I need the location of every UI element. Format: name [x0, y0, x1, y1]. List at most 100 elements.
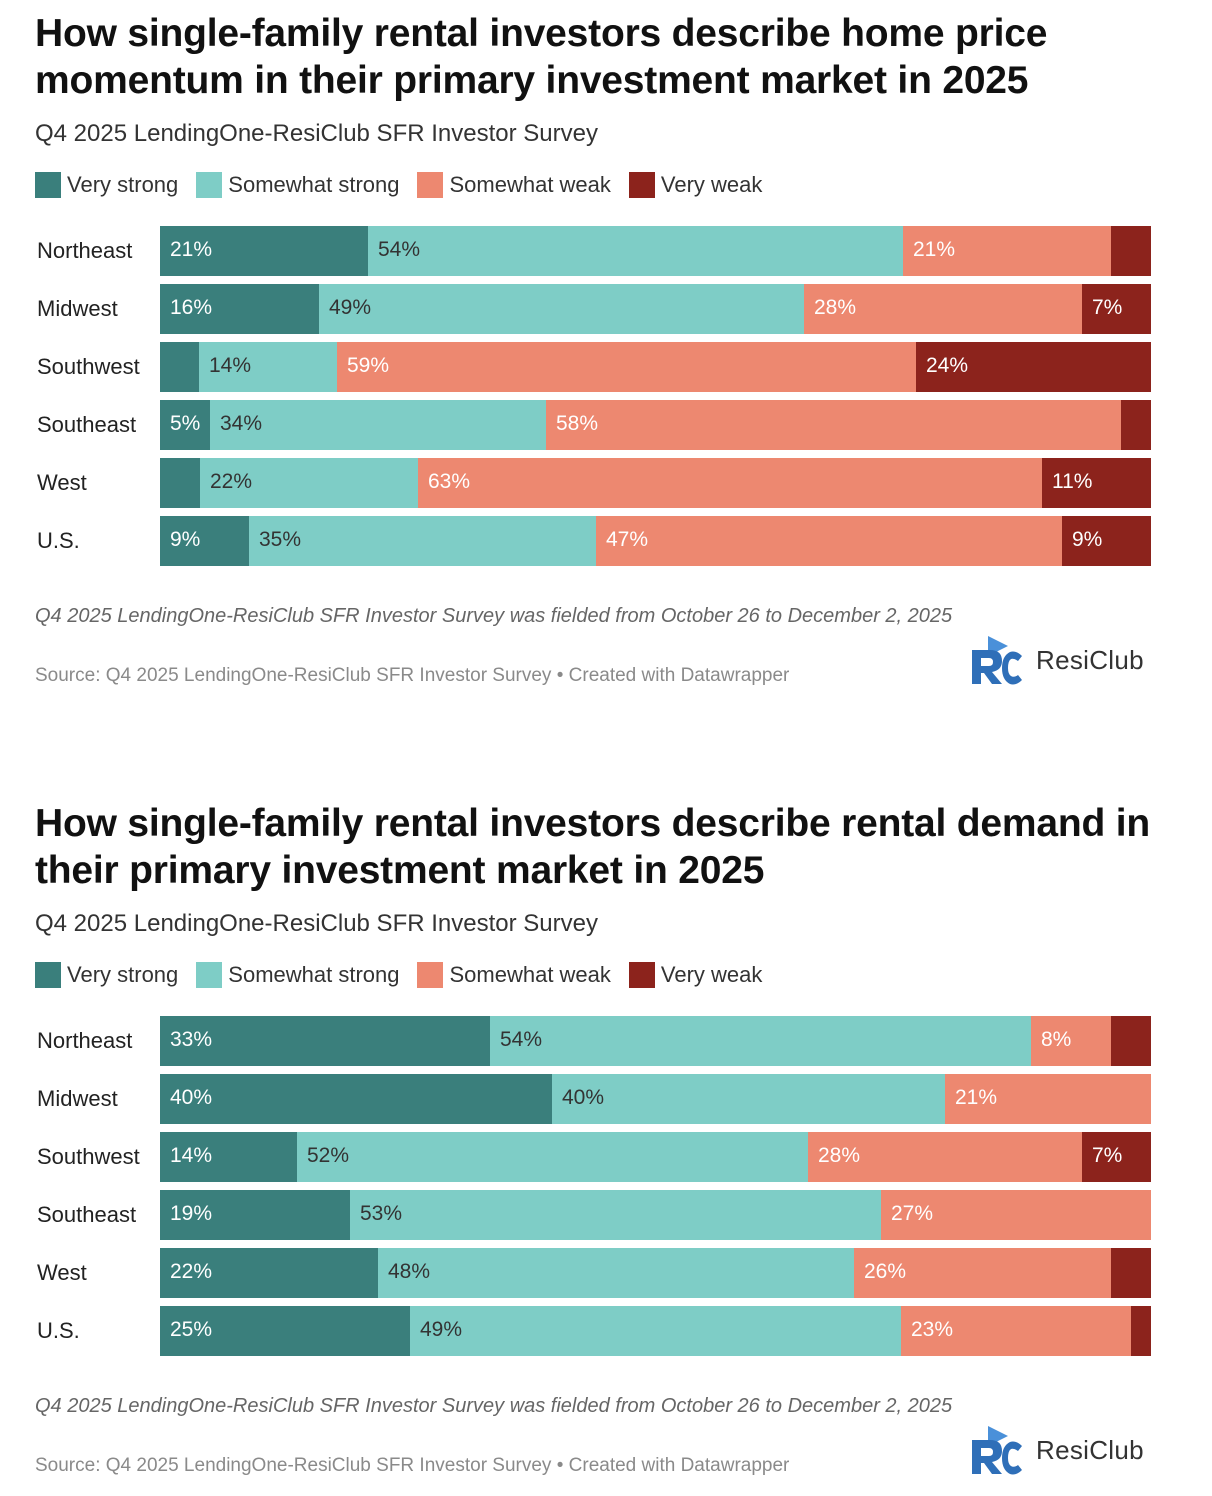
bar-segment-very-strong [160, 342, 199, 392]
data-label: 53% [360, 1202, 403, 1225]
bar-row: Southeast 5% 34% 58% [0, 400, 1212, 450]
chart-subtitle: Q4 2025 LendingOne-ResiClub SFR Investor… [35, 120, 598, 147]
chart-source: Source: Q4 2025 LendingOne-ResiClub SFR … [35, 1455, 790, 1476]
bar-segment-somewhat-weak: 28% [804, 284, 1082, 334]
data-label: 14% [209, 354, 252, 377]
bar-row: Northeast 21% 54% 21% [0, 226, 1212, 276]
bar-segment-somewhat-weak: 8% [1031, 1016, 1111, 1066]
bar-segment-somewhat-weak: 47% [596, 516, 1062, 566]
bar-row: Southwest 14% 59% 24% [0, 342, 1212, 392]
data-label: 22% [170, 1260, 213, 1283]
row-label: Southwest [37, 354, 140, 379]
bar-segment-somewhat-weak: 26% [854, 1248, 1111, 1298]
data-label: 33% [170, 1028, 213, 1051]
bar-segment-somewhat-strong: 52% [297, 1132, 808, 1182]
legend-label: Somewhat weak [449, 172, 611, 197]
bar-segment-somewhat-weak: 23% [901, 1306, 1131, 1356]
bar-segment-very-weak: 9% [1062, 516, 1151, 566]
legend-swatch [417, 962, 444, 988]
legend-swatch [196, 172, 223, 198]
chart-title: How single-family rental investors descr… [35, 12, 1048, 102]
data-label: 11% [1052, 470, 1093, 493]
bar-segment-very-weak: 7% [1082, 1132, 1151, 1182]
bar-segment-very-strong: 14% [160, 1132, 297, 1182]
stacked-bar: 21% 54% 21% [160, 226, 1151, 276]
legend-swatch [417, 172, 444, 198]
bar-segment-very-strong: 21% [160, 226, 368, 276]
data-label: 7% [1092, 1144, 1123, 1167]
bar-segment-very-weak [1111, 1248, 1151, 1298]
data-label: 8% [1041, 1028, 1072, 1051]
data-label: 58% [556, 412, 599, 435]
bar-segment-very-weak [1121, 400, 1151, 450]
stacked-bar: 33% 54% 8% [160, 1016, 1151, 1066]
resiclub-logo: ResiClub [968, 632, 1144, 688]
data-label: 16% [170, 296, 213, 319]
resiclub-logo-icon [972, 1426, 1022, 1475]
row-label: West [37, 1260, 87, 1285]
legend: Very strong Somewhat strong Somewhat weak V… [35, 962, 780, 988]
data-label: 28% [818, 1144, 861, 1167]
stacked-bar: 9% 35% 47% 9% [160, 516, 1151, 566]
bar-segment-somewhat-weak: 63% [418, 458, 1042, 508]
stacked-bar: 40% 40% 21% [160, 1074, 1151, 1124]
bar-segment-very-strong: 9% [160, 516, 249, 566]
logo-text: ResiClub [1036, 644, 1144, 675]
legend-label: Very weak [660, 172, 763, 197]
row-label: Southwest [37, 1144, 140, 1169]
data-label: 22% [210, 470, 253, 493]
row-label: U.S. [37, 1318, 80, 1343]
stacked-bar: 19% 53% 27% [160, 1190, 1151, 1240]
bar-segment-somewhat-strong: 49% [319, 284, 804, 334]
data-label: 34% [220, 412, 263, 435]
bar-segment-very-strong: 22% [160, 1248, 378, 1298]
legend-swatch [196, 962, 223, 988]
data-label: 21% [955, 1086, 998, 1109]
bar-segment-very-weak: 7% [1082, 284, 1151, 334]
bar-segment-very-weak [1111, 226, 1151, 276]
data-label: 35% [259, 528, 302, 551]
bar-segment-very-weak: 11% [1042, 458, 1151, 508]
legend-label: Somewhat weak [449, 962, 611, 987]
data-label: 49% [329, 296, 372, 319]
bar-segment-somewhat-strong: 48% [378, 1248, 854, 1298]
chart-title: How single-family rental investors descr… [35, 802, 1150, 892]
legend-item-very-strong: Very strong [35, 172, 178, 198]
bar-segment-somewhat-weak: 21% [903, 226, 1111, 276]
bar-segment-very-weak [1131, 1306, 1151, 1356]
stacked-bar: 14% 52% 28% 7% [160, 1132, 1151, 1182]
bar-segment-very-strong: 25% [160, 1306, 410, 1356]
stacked-bar: 5% 34% 58% [160, 400, 1151, 450]
data-label: 19% [170, 1202, 213, 1225]
bar-segment-somewhat-strong: 54% [490, 1016, 1031, 1066]
chart-subtitle: Q4 2025 LendingOne-ResiClub SFR Investor… [35, 910, 598, 937]
bar-row: U.S. 9% 35% 47% 9% [0, 516, 1212, 566]
data-label: 26% [864, 1260, 907, 1283]
row-label: Midwest [37, 296, 118, 321]
data-label: 21% [170, 238, 213, 261]
bar-segment-very-strong: 40% [160, 1074, 552, 1124]
bar-row: U.S. 25% 49% 23% [0, 1306, 1212, 1356]
legend-item-somewhat-strong: Somewhat strong [196, 172, 399, 198]
bar-segment-somewhat-strong: 49% [410, 1306, 901, 1356]
data-label: 14% [170, 1144, 213, 1167]
bar-segment-somewhat-weak: 28% [808, 1132, 1082, 1182]
data-label: 23% [911, 1318, 954, 1341]
bar-row: Northeast 33% 54% 8% [0, 1016, 1212, 1066]
data-label: 54% [378, 238, 421, 261]
bar-segment-somewhat-strong: 54% [368, 226, 903, 276]
data-label: 7% [1092, 296, 1123, 319]
legend-label: Somewhat strong [228, 962, 400, 987]
legend-label: Somewhat strong [228, 172, 400, 197]
legend-item-very-weak: Very weak [628, 172, 763, 198]
legend-swatch [35, 962, 61, 988]
bar-segment-somewhat-strong: 22% [200, 458, 418, 508]
resiclub-logo-icon [972, 636, 1022, 685]
bar-row: West 22% 63% 11% [0, 458, 1212, 508]
legend-item-somewhat-weak: Somewhat weak [417, 172, 611, 198]
bar-row: Southeast 19% 53% 27% [0, 1190, 1212, 1240]
chart-source: Source: Q4 2025 LendingOne-ResiClub SFR … [35, 665, 790, 686]
bar-segment-somewhat-strong: 53% [350, 1190, 881, 1240]
bar-segment-very-strong: 5% [160, 400, 210, 450]
bar-segment-somewhat-weak: 21% [945, 1074, 1151, 1124]
